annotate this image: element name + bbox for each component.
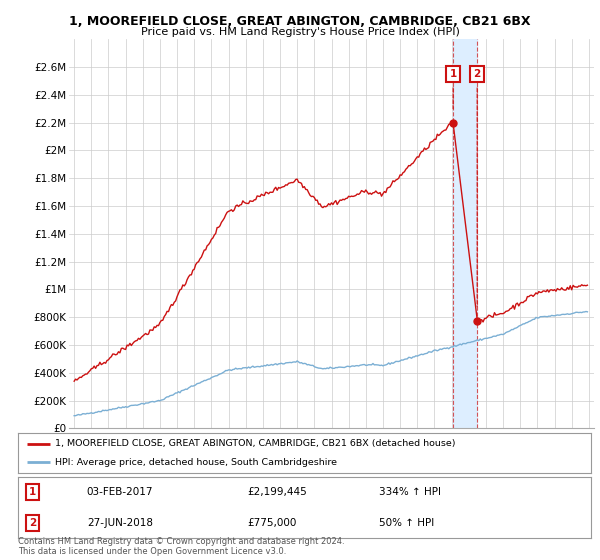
Text: 1, MOOREFIELD CLOSE, GREAT ABINGTON, CAMBRIDGE, CB21 6BX: 1, MOOREFIELD CLOSE, GREAT ABINGTON, CAM… (69, 15, 531, 28)
Text: 1: 1 (449, 69, 457, 79)
Text: 334% ↑ HPI: 334% ↑ HPI (379, 487, 441, 497)
Text: This data is licensed under the Open Government Licence v3.0.: This data is licensed under the Open Gov… (18, 548, 286, 557)
Text: £2,199,445: £2,199,445 (247, 487, 307, 497)
Text: 27-JUN-2018: 27-JUN-2018 (87, 518, 153, 528)
Text: 2: 2 (473, 69, 481, 79)
Text: 03-FEB-2017: 03-FEB-2017 (87, 487, 153, 497)
Text: HPI: Average price, detached house, South Cambridgeshire: HPI: Average price, detached house, Sout… (55, 458, 337, 467)
Text: 1: 1 (29, 487, 36, 497)
Text: Price paid vs. HM Land Registry's House Price Index (HPI): Price paid vs. HM Land Registry's House … (140, 27, 460, 37)
Bar (453, 39, 477, 428)
Text: 1, MOOREFIELD CLOSE, GREAT ABINGTON, CAMBRIDGE, CB21 6BX (detached house): 1, MOOREFIELD CLOSE, GREAT ABINGTON, CAM… (55, 439, 456, 448)
Text: 50% ↑ HPI: 50% ↑ HPI (379, 518, 434, 528)
Text: Contains HM Land Registry data © Crown copyright and database right 2024.: Contains HM Land Registry data © Crown c… (18, 538, 344, 547)
Text: 2: 2 (29, 518, 36, 528)
Text: £775,000: £775,000 (247, 518, 296, 528)
